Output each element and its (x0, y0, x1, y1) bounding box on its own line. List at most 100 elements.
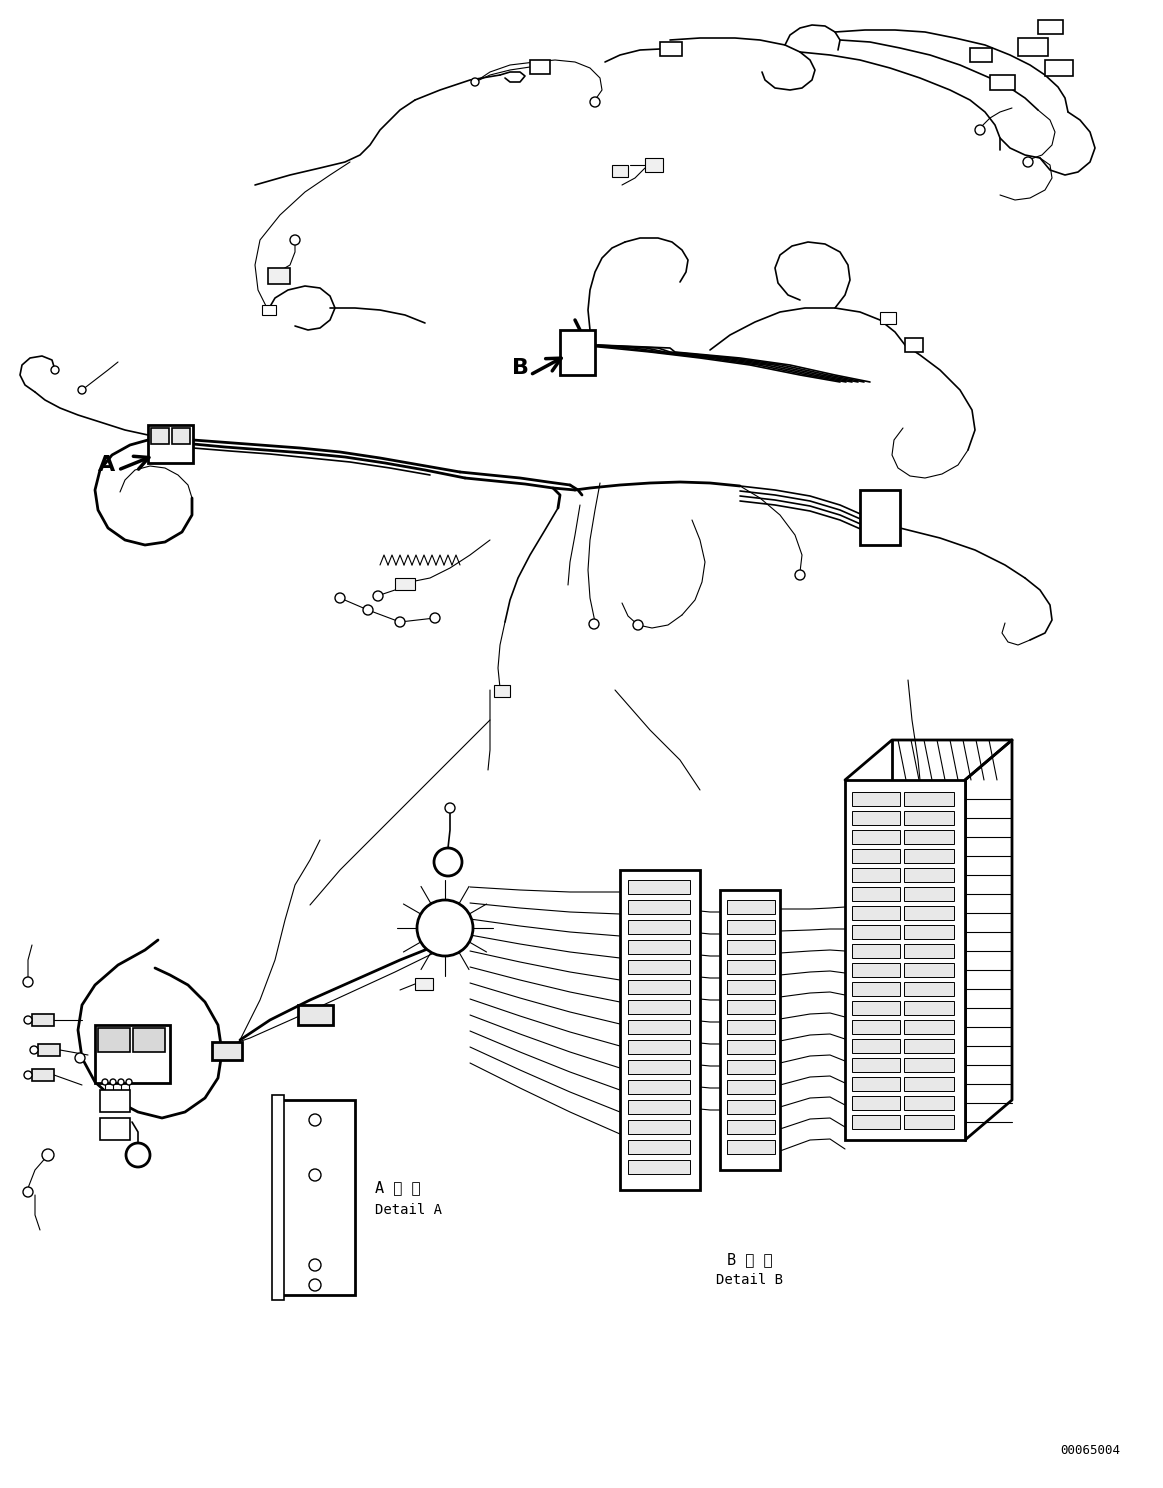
Bar (628, 879, 690, 894)
Bar (727, 1000, 775, 1013)
Bar (852, 850, 900, 863)
Bar (628, 1120, 690, 1134)
Bar (628, 1019, 690, 1034)
Circle shape (309, 1280, 321, 1292)
Bar (95, 1025, 170, 1083)
Circle shape (51, 366, 59, 373)
Bar (628, 981, 690, 994)
Bar (628, 1059, 690, 1074)
Text: A: A (99, 455, 115, 475)
Bar (852, 1097, 900, 1110)
Bar (645, 158, 663, 173)
Bar (859, 490, 900, 545)
Bar (852, 830, 900, 844)
Circle shape (110, 1079, 116, 1085)
Bar (852, 1115, 900, 1129)
Bar (904, 963, 954, 978)
Bar (904, 868, 954, 882)
Circle shape (30, 1046, 38, 1054)
Bar (212, 1042, 242, 1059)
Bar (727, 940, 775, 954)
Bar (98, 1028, 130, 1052)
Bar (628, 1080, 690, 1094)
Circle shape (23, 1187, 33, 1196)
Circle shape (117, 1079, 124, 1085)
Bar (727, 960, 775, 975)
Circle shape (633, 620, 643, 629)
Circle shape (24, 1016, 33, 1024)
Bar (904, 1019, 954, 1034)
Bar (620, 870, 700, 1190)
Bar (904, 887, 954, 902)
Bar (852, 1001, 900, 1015)
Bar (904, 1097, 954, 1110)
Circle shape (1023, 158, 1033, 167)
Bar (100, 1091, 130, 1112)
Circle shape (126, 1079, 131, 1085)
Circle shape (975, 125, 985, 135)
Circle shape (42, 1149, 53, 1161)
Text: 00065004: 00065004 (1059, 1443, 1120, 1457)
Circle shape (74, 1054, 85, 1062)
Circle shape (23, 978, 33, 987)
Circle shape (471, 77, 479, 86)
Bar (628, 920, 690, 934)
Bar (852, 1039, 900, 1054)
Bar (727, 981, 775, 994)
Bar (148, 426, 193, 463)
Bar (727, 1140, 775, 1155)
Bar (904, 792, 954, 806)
Circle shape (373, 591, 383, 601)
Bar (628, 1140, 690, 1155)
Bar (727, 1059, 775, 1074)
Bar (1018, 39, 1048, 57)
Bar (100, 1117, 130, 1140)
Circle shape (309, 1115, 321, 1126)
Circle shape (430, 613, 440, 623)
Bar (530, 60, 550, 74)
Bar (904, 1058, 954, 1071)
Bar (33, 1068, 53, 1080)
Circle shape (126, 1143, 150, 1167)
Bar (628, 960, 690, 975)
Bar (852, 792, 900, 806)
Bar (852, 982, 900, 995)
Text: Detail B: Detail B (716, 1274, 784, 1287)
Bar (628, 1000, 690, 1013)
Bar (720, 890, 780, 1170)
Bar (852, 963, 900, 978)
Bar (280, 1100, 355, 1295)
Bar (904, 926, 954, 939)
Bar (628, 900, 690, 914)
Bar (727, 1080, 775, 1094)
Bar (904, 811, 954, 824)
Bar (262, 305, 276, 315)
Bar (852, 906, 900, 920)
Bar (904, 1115, 954, 1129)
Circle shape (290, 235, 300, 246)
Circle shape (309, 1170, 321, 1181)
Bar (628, 1161, 690, 1174)
Text: Detail A: Detail A (374, 1202, 442, 1217)
Text: A 詳 細: A 詳 細 (374, 1180, 421, 1195)
Bar (1039, 19, 1063, 34)
Circle shape (102, 1079, 108, 1085)
Bar (33, 1013, 53, 1027)
Bar (628, 1040, 690, 1054)
Bar (904, 1077, 954, 1091)
Bar (852, 1019, 900, 1034)
Bar (659, 42, 682, 57)
Circle shape (418, 900, 473, 955)
Bar (172, 429, 190, 443)
Bar (904, 1001, 954, 1015)
Bar (846, 780, 965, 1140)
Bar (272, 1095, 284, 1301)
Bar (904, 1039, 954, 1054)
Bar (561, 330, 595, 375)
Bar (990, 74, 1015, 89)
Text: B 詳 細: B 詳 細 (727, 1253, 772, 1268)
Bar (727, 1120, 775, 1134)
Bar (298, 1004, 333, 1025)
Bar (612, 165, 628, 177)
Circle shape (78, 385, 86, 394)
